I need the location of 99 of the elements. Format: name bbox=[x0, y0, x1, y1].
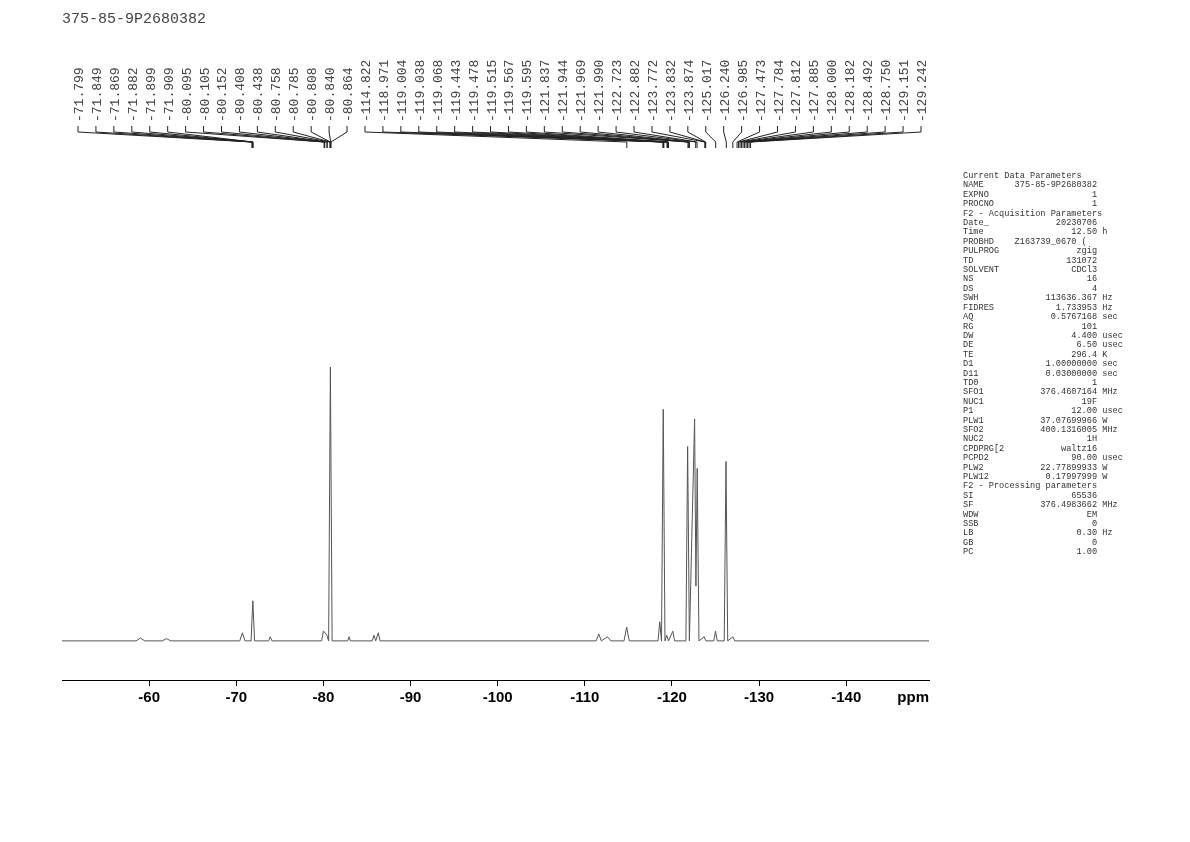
annotation: -126.240 bbox=[717, 59, 733, 122]
text: PROCNO 1 bbox=[963, 199, 1099, 210]
text: -129.151 bbox=[897, 59, 913, 122]
annotation: -80.105 bbox=[197, 67, 213, 122]
text: D11 0.03000000 sec bbox=[963, 368, 1119, 379]
annotation: -80.840 bbox=[323, 67, 339, 122]
annotation: -71.869 bbox=[107, 67, 123, 122]
annotation: -80.758 bbox=[269, 67, 285, 122]
text: DS 4 bbox=[963, 283, 1099, 294]
text: -128.182 bbox=[843, 59, 859, 122]
text: PC 1.00 bbox=[963, 547, 1099, 558]
text: P1 12.00 usec bbox=[963, 406, 1123, 417]
annotation: -119.478 bbox=[466, 59, 482, 122]
annotation: -118.971 bbox=[376, 59, 392, 122]
chart-title: 375-85-9P2680382 bbox=[62, 11, 207, 29]
text: TE 296.4 K bbox=[963, 349, 1109, 360]
text: SSB 0 bbox=[963, 519, 1099, 530]
annotation: -71.882 bbox=[125, 67, 141, 122]
annotation: -71.849 bbox=[89, 67, 105, 122]
annotation: -123.874 bbox=[681, 59, 697, 122]
text: CPDPRG[2 waltz16 bbox=[963, 443, 1099, 454]
annotation: -80.808 bbox=[305, 67, 321, 122]
text: PCPD2 90.00 usec bbox=[963, 453, 1123, 464]
text: NUC1 19F bbox=[963, 396, 1099, 407]
text: -128.750 bbox=[879, 59, 895, 122]
annotation: -127.473 bbox=[753, 59, 769, 122]
x-tick-label: -90 bbox=[399, 688, 422, 706]
text: -128.492 bbox=[861, 59, 877, 122]
text: LB 0.30 Hz bbox=[963, 528, 1114, 539]
text: GB 0 bbox=[963, 537, 1099, 548]
text: PROBHD Z163739_0670 ( bbox=[963, 236, 1087, 247]
x-axis-title: ppm bbox=[897, 687, 929, 705]
text: EXPNO 1 bbox=[963, 189, 1099, 200]
text: DE 6.50 usec bbox=[963, 340, 1123, 351]
text: TD 131072 bbox=[963, 255, 1099, 266]
text: FIDRES 1.733953 Hz bbox=[963, 302, 1114, 313]
text: DW 4.400 usec bbox=[963, 330, 1123, 341]
annotation: -121.944 bbox=[556, 59, 572, 122]
annotation: -119.567 bbox=[502, 59, 518, 122]
annotation: -121.969 bbox=[574, 59, 590, 122]
text: SFO1 376.4607164 MHz bbox=[963, 387, 1119, 398]
text: PLW12 0.17997999 W bbox=[963, 472, 1109, 482]
x-tick-label: -100 bbox=[482, 688, 513, 706]
text: -127.885 bbox=[807, 59, 823, 122]
annotation: -119.515 bbox=[484, 59, 500, 122]
annotation: -80.864 bbox=[341, 67, 357, 122]
text: -127.784 bbox=[771, 59, 787, 122]
annotation: -119.068 bbox=[430, 59, 446, 122]
text: PLW1 37.07699966 W bbox=[963, 415, 1109, 426]
annotation: -114.822 bbox=[358, 59, 374, 122]
annotation: -71.799 bbox=[72, 67, 87, 122]
x-tick-label: -110 bbox=[570, 688, 600, 706]
x-tick-label: -80 bbox=[312, 688, 335, 706]
text: SWH 113636.367 Hz bbox=[963, 293, 1114, 304]
text: SI 65536 bbox=[963, 490, 1099, 501]
x-tick-label: -120 bbox=[656, 688, 687, 706]
x-tick-label: -60 bbox=[138, 688, 160, 706]
annotation: -125.017 bbox=[699, 59, 715, 122]
x-tick-label: -130 bbox=[744, 688, 775, 706]
text: Current Data Parameters bbox=[963, 171, 1083, 181]
annotation: -123.832 bbox=[663, 59, 679, 122]
text: D1 1.00000000 sec bbox=[963, 359, 1119, 370]
annotation: -119.004 bbox=[394, 59, 410, 122]
text: NAME 375-85-9P2680382 bbox=[963, 180, 1099, 191]
annotation: -119.443 bbox=[448, 59, 464, 122]
text: -128.000 bbox=[825, 59, 841, 122]
annotation: -119.038 bbox=[412, 59, 428, 122]
text: Time 12.50 h bbox=[963, 227, 1109, 238]
text: F2 - Processing parameters bbox=[963, 481, 1099, 492]
annotation: -80.095 bbox=[179, 67, 195, 122]
text: F2 - Acquisition Parameters bbox=[963, 208, 1104, 219]
annotation: -123.772 bbox=[645, 59, 661, 122]
text: PLW2 22.77899933 W bbox=[963, 462, 1109, 473]
annotation: -71.909 bbox=[161, 67, 177, 122]
text: PULPROG zgig bbox=[963, 246, 1099, 257]
text: RG 101 bbox=[963, 321, 1099, 332]
annotation: -71.899 bbox=[143, 67, 159, 122]
annotation: -80.152 bbox=[215, 67, 231, 122]
text: SF 376.4983662 MHz bbox=[963, 500, 1119, 511]
text: NS 16 bbox=[963, 274, 1099, 285]
text: SFO2 400.1316005 MHz bbox=[963, 424, 1119, 435]
annotation: -80.438 bbox=[251, 67, 267, 122]
annotation: -80.408 bbox=[233, 67, 249, 122]
text: TD0 1 bbox=[963, 377, 1099, 388]
text: -129.242 bbox=[915, 59, 930, 122]
text: AQ 0.5767168 sec bbox=[963, 312, 1119, 323]
annotation: -80.785 bbox=[287, 67, 303, 122]
x-tick-label: -140 bbox=[831, 688, 862, 706]
annotation: -121.990 bbox=[592, 59, 608, 122]
annotation: -126.985 bbox=[735, 59, 751, 122]
text: -127.812 bbox=[789, 59, 805, 122]
text: WDW EM bbox=[963, 509, 1099, 520]
annotation: -119.595 bbox=[520, 59, 536, 122]
text: SOLVENT CDCl3 bbox=[963, 265, 1099, 276]
annotation: -122.723 bbox=[610, 59, 626, 122]
annotation: -122.882 bbox=[628, 59, 644, 122]
text: NUC2 1H bbox=[963, 434, 1099, 445]
x-tick-label: -70 bbox=[225, 688, 248, 706]
annotation: -121.837 bbox=[538, 59, 554, 122]
